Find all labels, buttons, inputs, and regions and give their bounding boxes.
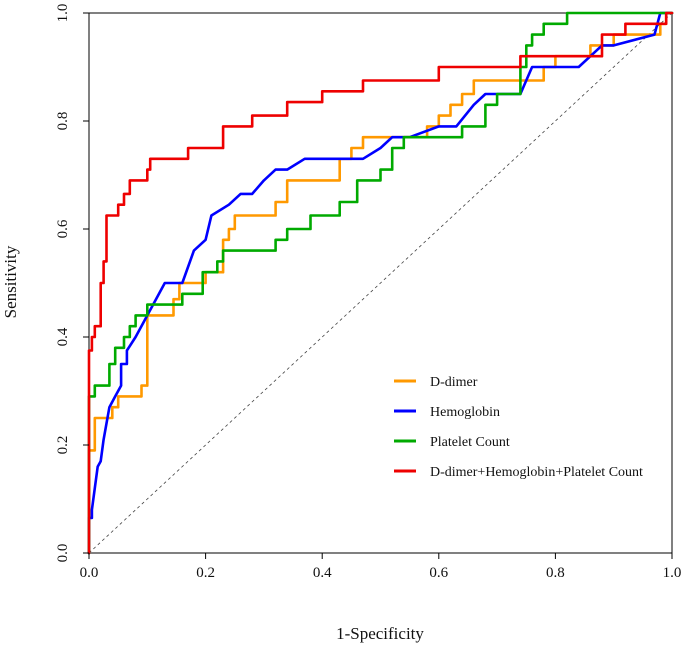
plot-border (88, 12, 673, 554)
x-tick-label: 0.4 (313, 565, 332, 581)
series-line-platelet-count (87, 11, 674, 555)
x-tick-label: 0.6 (429, 565, 448, 581)
reference-diagonal-layer (88, 12, 673, 554)
legend-label: Hemoglobin (430, 405, 500, 420)
x-axis-title: 1-Specificity (336, 624, 424, 643)
y-tick-label: 0.8 (55, 112, 71, 131)
y-tick-label: 0.2 (55, 436, 71, 455)
legend-label: Platelet Count (430, 435, 510, 450)
reference-diagonal (88, 12, 673, 554)
y-axis-title: Sensitivity (1, 245, 20, 318)
x-tick-label: 0.8 (546, 565, 565, 581)
y-tick-label: 0.6 (55, 219, 71, 238)
legend-label: D-dimer (430, 375, 478, 390)
x-tick-label: 0.0 (80, 565, 99, 581)
y-tick-label: 0.0 (55, 544, 71, 563)
y-tick-label: 1.0 (55, 4, 71, 23)
x-tick-label: 0.2 (196, 565, 215, 581)
y-tick-label: 0.4 (55, 327, 71, 346)
axes-layer: 0.0 0.2 0.4 0.6 0.8 1.0 0.0 0.2 0.4 0.6 0.8 1.0 (55, 4, 681, 581)
x-tick-label: 1.0 (663, 565, 682, 581)
series-layer (87, 11, 674, 555)
series-line-hemoglobin (87, 11, 674, 555)
plot-frame (88, 12, 673, 554)
legend: D-dimer Hemoglobin Platelet Count D-dimer+H… (394, 375, 643, 480)
series-line-d-dimer-hemoglobin-platelet-count (87, 11, 674, 555)
legend-label: D-dimer+Hemoglobin+Platelet Count (430, 465, 643, 480)
